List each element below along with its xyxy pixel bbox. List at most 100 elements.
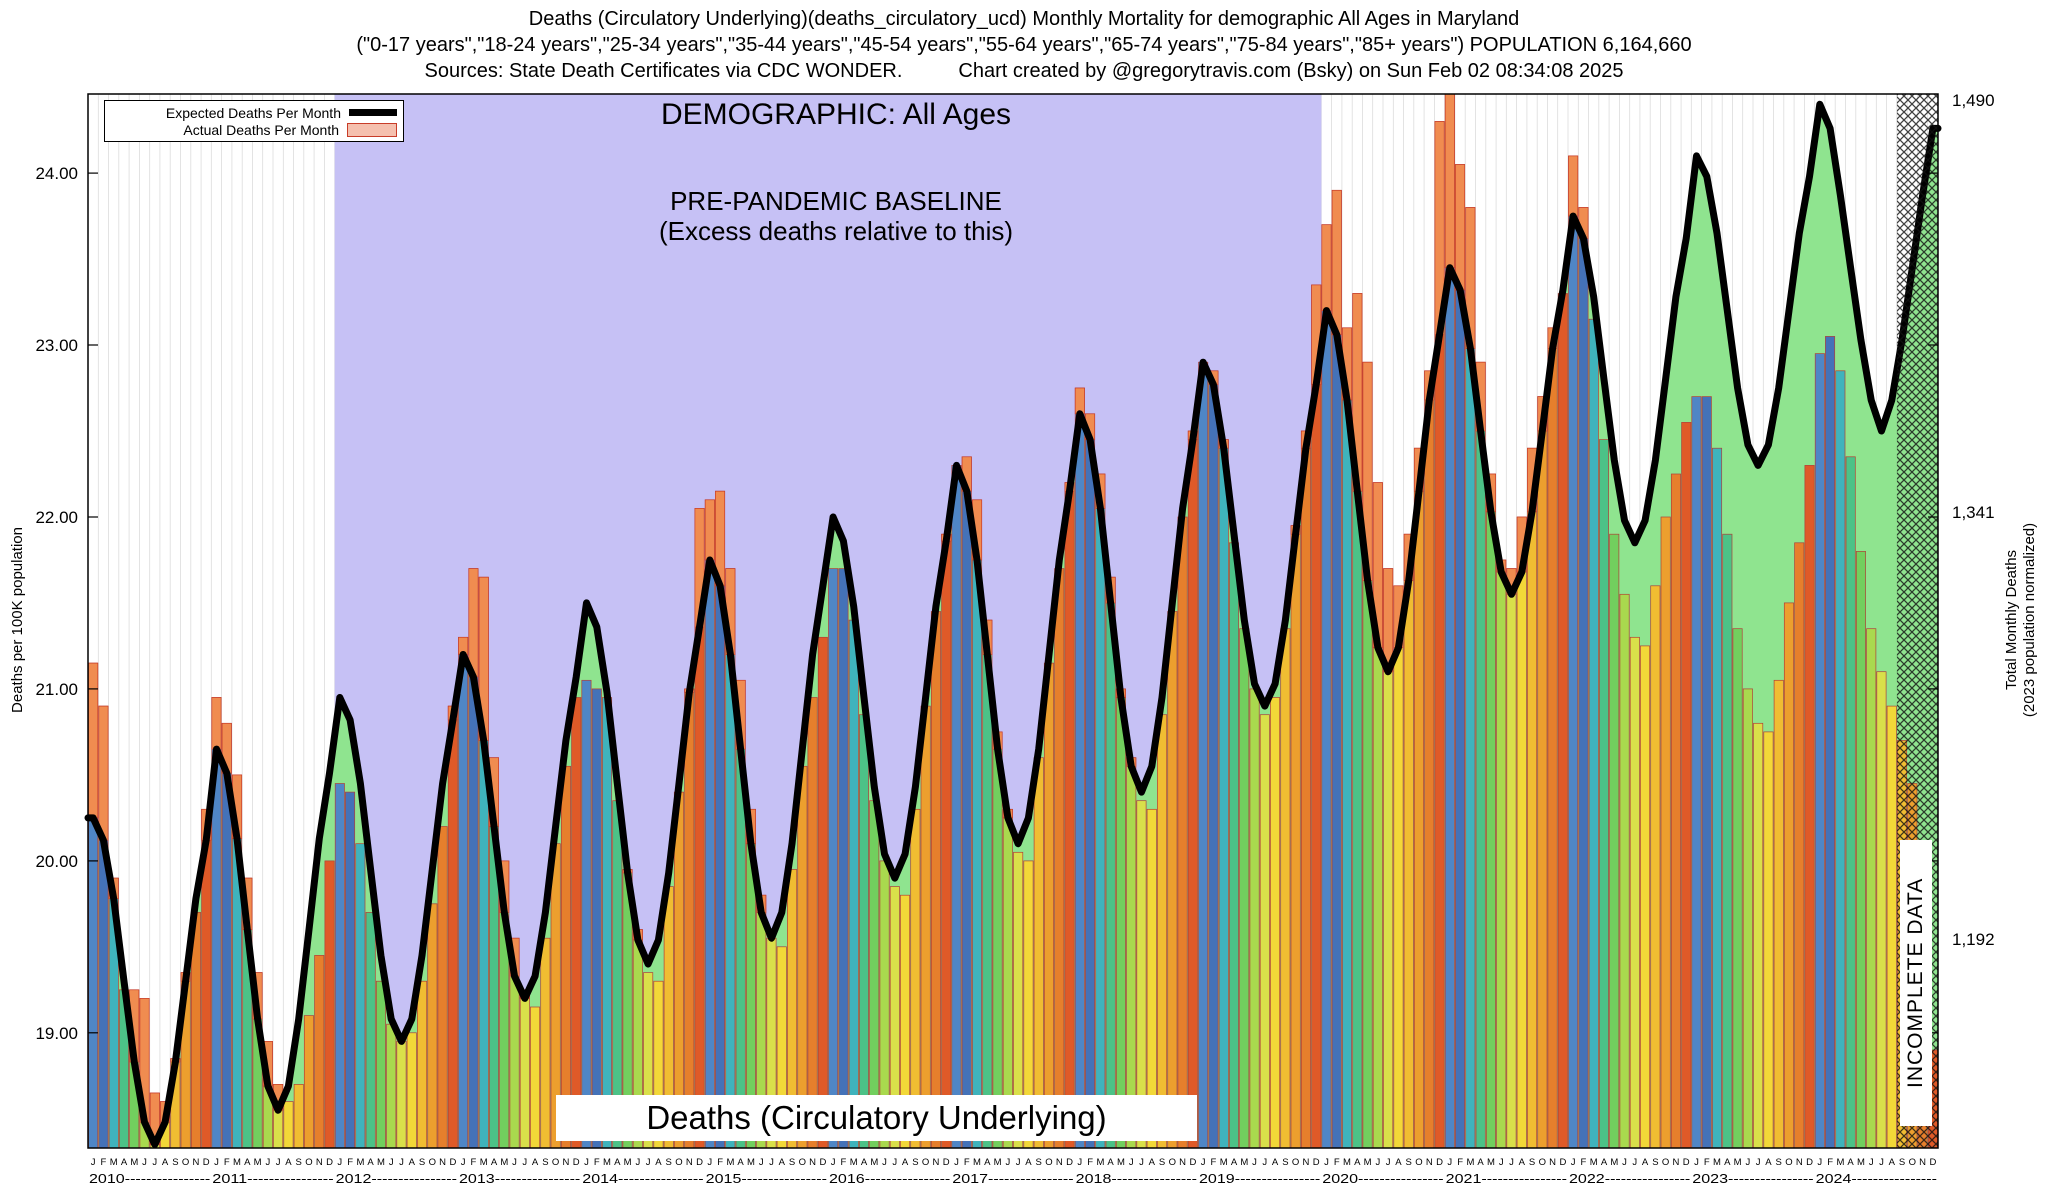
svg-text:D: D <box>326 1157 333 1168</box>
svg-text:J: J <box>1509 1157 1514 1168</box>
svg-text:M: M <box>1220 1157 1228 1168</box>
svg-text:O: O <box>429 1157 436 1168</box>
svg-text:N: N <box>1056 1157 1063 1168</box>
svg-text:J: J <box>1571 1157 1576 1168</box>
chart-title-line1: Deaths (Circulatory Underlying)(deaths_c… <box>528 8 1520 30</box>
svg-text:A: A <box>1642 1157 1649 1168</box>
svg-text:A: A <box>1601 1157 1608 1168</box>
svg-text:A: A <box>1231 1157 1238 1168</box>
svg-text:1,490: 1,490 <box>1952 91 1995 110</box>
demographic-annotation: DEMOGRAPHIC: All Ages <box>660 98 1012 131</box>
svg-text:N: N <box>686 1157 693 1168</box>
legend: Expected Deaths Per Month Actual Deaths … <box>104 100 404 142</box>
svg-text:D: D <box>1313 1157 1320 1168</box>
svg-text:A: A <box>737 1157 744 1168</box>
svg-text:N: N <box>562 1157 569 1168</box>
svg-text:S: S <box>542 1157 548 1168</box>
svg-text:F: F <box>347 1157 353 1168</box>
svg-text:M: M <box>1836 1157 1844 1168</box>
svg-text:M: M <box>1117 1157 1125 1168</box>
svg-text:D: D <box>203 1157 210 1168</box>
svg-text:S: S <box>296 1157 302 1168</box>
svg-text:(2023 population normalized): (2023 population normalized) <box>2021 523 2038 717</box>
svg-text:M: M <box>233 1157 241 1168</box>
svg-text:A: A <box>1724 1157 1731 1168</box>
svg-text:J: J <box>882 1157 887 1168</box>
svg-text:D: D <box>449 1157 456 1168</box>
svg-text:J: J <box>1817 1157 1822 1168</box>
svg-text:O: O <box>675 1157 682 1168</box>
svg-text:D: D <box>696 1157 703 1168</box>
svg-text:N: N <box>1672 1157 1679 1168</box>
svg-text:J: J <box>399 1157 404 1168</box>
svg-text:F: F <box>1087 1157 1093 1168</box>
svg-text:24.00: 24.00 <box>35 164 78 183</box>
svg-text:Deaths per 100K population: Deaths per 100K population <box>9 527 26 713</box>
svg-text:M: M <box>377 1157 385 1168</box>
svg-text:J: J <box>646 1157 651 1168</box>
legend-row-actual: Actual Deaths Per Month <box>111 121 397 138</box>
svg-text:M: M <box>1857 1157 1865 1168</box>
svg-text:S: S <box>419 1157 425 1168</box>
svg-text:D: D <box>943 1157 950 1168</box>
svg-text:S: S <box>172 1157 178 1168</box>
svg-text:J: J <box>1129 1157 1134 1168</box>
svg-text:M: M <box>1466 1157 1474 1168</box>
svg-text:2012----------------: 2012---------------- <box>336 1172 457 1186</box>
svg-text:M: M <box>850 1157 858 1168</box>
svg-text:S: S <box>1899 1157 1905 1168</box>
svg-text:19.00: 19.00 <box>35 1024 78 1043</box>
svg-text:23.00: 23.00 <box>35 336 78 355</box>
legend-actual-label: Actual Deaths Per Month <box>183 121 339 138</box>
svg-text:1,341: 1,341 <box>1952 503 1995 522</box>
svg-text:F: F <box>224 1157 230 1168</box>
svg-text:M: M <box>973 1157 981 1168</box>
legend-expected-label: Expected Deaths Per Month <box>165 104 341 121</box>
svg-text:A: A <box>861 1157 868 1168</box>
svg-text:A: A <box>1354 1157 1361 1168</box>
svg-text:A: A <box>1847 1157 1854 1168</box>
svg-text:M: M <box>500 1157 508 1168</box>
svg-text:S: S <box>1652 1157 1658 1168</box>
incomplete-data-label: INCOMPLETE DATA <box>1900 840 1932 1126</box>
svg-text:2023----------------: 2023---------------- <box>1692 1172 1813 1186</box>
svg-text:J: J <box>522 1157 527 1168</box>
svg-text:A: A <box>367 1157 374 1168</box>
svg-text:J: J <box>337 1157 342 1168</box>
svg-text:F: F <box>100 1157 106 1168</box>
svg-text:2010----------------: 2010---------------- <box>89 1172 210 1186</box>
svg-text:N: N <box>1426 1157 1433 1168</box>
svg-text:J: J <box>1879 1157 1884 1168</box>
svg-text:J: J <box>1632 1157 1637 1168</box>
svg-text:A: A <box>1272 1157 1279 1168</box>
svg-text:A: A <box>984 1157 991 1168</box>
svg-text:J: J <box>1746 1157 1751 1168</box>
svg-text:M: M <box>1364 1157 1372 1168</box>
svg-text:J: J <box>461 1157 466 1168</box>
svg-text:O: O <box>1662 1157 1669 1168</box>
svg-text:O: O <box>305 1157 312 1168</box>
svg-text:J: J <box>1006 1157 1011 1168</box>
svg-text:A: A <box>244 1157 251 1168</box>
svg-text:Total Monthly Deaths: Total Monthly Deaths <box>2003 550 2020 690</box>
svg-text:S: S <box>1036 1157 1042 1168</box>
chart-footer-label: Deaths (Circulatory Underlying) <box>556 1095 1197 1141</box>
svg-text:A: A <box>1477 1157 1484 1168</box>
svg-text:M: M <box>1487 1157 1495 1168</box>
svg-text:S: S <box>1776 1157 1782 1168</box>
svg-text:J: J <box>1201 1157 1206 1168</box>
svg-text:N: N <box>1302 1157 1309 1168</box>
svg-text:D: D <box>573 1157 580 1168</box>
svg-text:M: M <box>870 1157 878 1168</box>
svg-text:F: F <box>1827 1157 1833 1168</box>
svg-text:M: M <box>624 1157 632 1168</box>
svg-text:J: J <box>152 1157 157 1168</box>
svg-text:A: A <box>1149 1157 1156 1168</box>
svg-text:S: S <box>1529 1157 1535 1168</box>
svg-text:M: M <box>1590 1157 1598 1168</box>
svg-text:N: N <box>439 1157 446 1168</box>
svg-text:J: J <box>1016 1157 1021 1168</box>
svg-text:S: S <box>1406 1157 1412 1168</box>
svg-text:O: O <box>1909 1157 1916 1168</box>
svg-text:A: A <box>162 1157 169 1168</box>
